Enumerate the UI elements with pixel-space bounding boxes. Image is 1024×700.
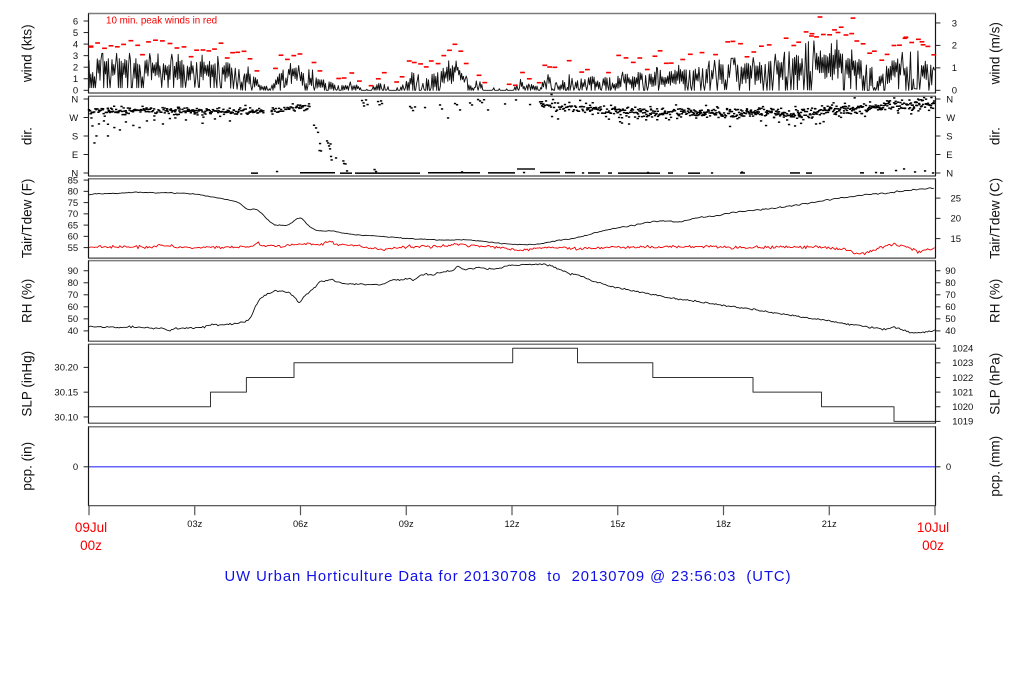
svg-text:90: 90 — [945, 266, 956, 277]
svg-text:70: 70 — [68, 209, 79, 220]
svg-text:0: 0 — [73, 462, 78, 473]
svg-text:W: W — [69, 113, 78, 124]
svg-text:1021: 1021 — [952, 387, 973, 398]
svg-text:15: 15 — [951, 234, 962, 245]
svg-text:60: 60 — [68, 232, 79, 243]
svg-text:09z: 09z — [399, 519, 414, 529]
svg-text:15z: 15z — [610, 519, 625, 529]
svg-text:75: 75 — [68, 198, 79, 209]
svg-text:18z: 18z — [716, 519, 731, 529]
svg-text:N: N — [71, 94, 78, 105]
svg-text:0: 0 — [946, 462, 951, 473]
svg-text:00z: 00z — [922, 538, 944, 553]
svg-text:dir.: dir. — [19, 127, 34, 145]
svg-text:S: S — [72, 131, 78, 142]
svg-text:wind (kts): wind (kts) — [19, 24, 34, 83]
svg-text:1023: 1023 — [952, 358, 973, 369]
svg-text:5: 5 — [73, 28, 78, 39]
svg-text:06z: 06z — [293, 519, 308, 529]
svg-text:1019: 1019 — [952, 417, 973, 428]
svg-text:1: 1 — [73, 74, 78, 85]
svg-text:55: 55 — [68, 243, 79, 254]
svg-text:Tair/Tdew (F): Tair/Tdew (F) — [19, 179, 34, 259]
svg-text:60: 60 — [68, 302, 79, 313]
svg-text:dir.: dir. — [988, 127, 1003, 145]
svg-text:RH (%): RH (%) — [988, 279, 1003, 323]
svg-text:12z: 12z — [505, 519, 520, 529]
svg-text:70: 70 — [68, 290, 79, 301]
svg-text:60: 60 — [945, 302, 956, 313]
svg-text:1022: 1022 — [952, 373, 973, 384]
svg-text:40: 40 — [68, 326, 79, 337]
svg-text:10Jul: 10Jul — [917, 520, 949, 535]
svg-text:1024: 1024 — [952, 344, 973, 355]
svg-text:1: 1 — [952, 63, 957, 74]
svg-text:30.20: 30.20 — [54, 363, 78, 374]
svg-text:30.10: 30.10 — [54, 412, 78, 423]
svg-text:50: 50 — [945, 314, 956, 325]
svg-text:N: N — [71, 168, 78, 179]
svg-text:6: 6 — [73, 16, 78, 27]
svg-text:85: 85 — [68, 175, 79, 186]
svg-text:4: 4 — [73, 39, 78, 50]
svg-text:3: 3 — [952, 18, 957, 29]
svg-text:SLP (hPa): SLP (hPa) — [988, 353, 1003, 415]
svg-text:10 min. peak winds in red: 10 min. peak winds in red — [106, 16, 217, 27]
svg-text:3: 3 — [73, 51, 78, 62]
svg-text:2: 2 — [73, 63, 78, 74]
svg-text:E: E — [72, 150, 78, 161]
svg-text:09Jul: 09Jul — [75, 520, 107, 535]
svg-text:RH (%): RH (%) — [19, 279, 34, 323]
svg-text:W: W — [946, 113, 955, 124]
svg-text:80: 80 — [68, 187, 79, 198]
svg-text:SLP (inHg): SLP (inHg) — [19, 351, 34, 417]
svg-text:21z: 21z — [822, 519, 837, 529]
svg-text:E: E — [946, 150, 952, 161]
svg-text:pcp. (mm): pcp. (mm) — [988, 436, 1003, 497]
svg-text:pcp. (in): pcp. (in) — [19, 442, 34, 491]
svg-text:70: 70 — [945, 290, 956, 301]
svg-text:00z: 00z — [80, 538, 102, 553]
svg-text:S: S — [946, 131, 952, 142]
svg-text:Tair/Tdew (C): Tair/Tdew (C) — [988, 178, 1003, 259]
svg-text:1020: 1020 — [952, 402, 973, 413]
svg-text:50: 50 — [68, 314, 79, 325]
svg-text:UW Urban Horticulture Data for: UW Urban Horticulture Data for 20130708 … — [225, 569, 792, 585]
svg-text:30.15: 30.15 — [54, 387, 78, 398]
svg-text:0: 0 — [952, 86, 957, 97]
svg-text:wind (m/s): wind (m/s) — [988, 22, 1003, 85]
svg-text:03z: 03z — [187, 519, 202, 529]
svg-text:20: 20 — [951, 214, 962, 225]
svg-text:25: 25 — [951, 193, 962, 204]
svg-text:80: 80 — [68, 278, 79, 289]
svg-text:40: 40 — [945, 326, 956, 337]
svg-text:90: 90 — [68, 266, 79, 277]
svg-text:N: N — [946, 168, 953, 179]
svg-text:2: 2 — [952, 41, 957, 52]
svg-text:N: N — [946, 94, 953, 105]
svg-text:65: 65 — [68, 220, 79, 231]
svg-text:80: 80 — [945, 278, 956, 289]
svg-text:0: 0 — [73, 86, 78, 97]
